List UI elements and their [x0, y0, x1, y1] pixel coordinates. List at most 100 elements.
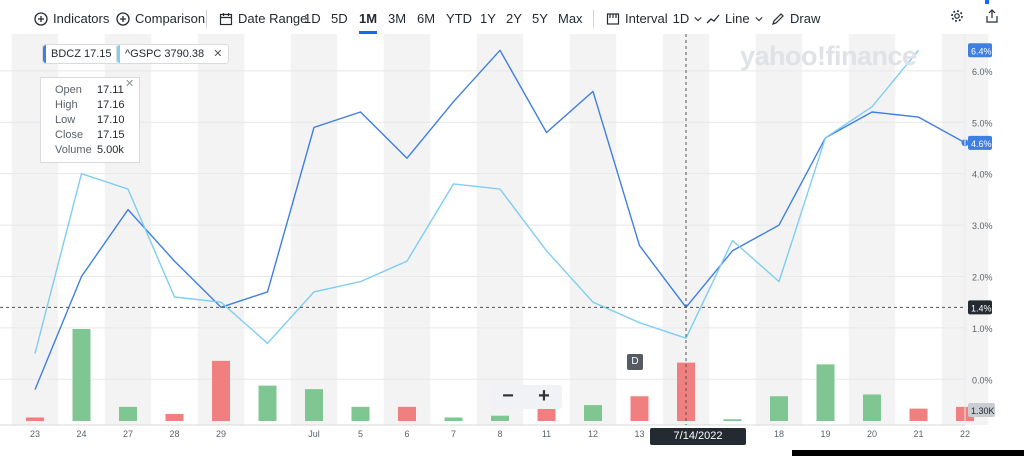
- draw-button[interactable]: Draw: [771, 9, 820, 29]
- range-1m[interactable]: 1M: [359, 9, 378, 34]
- interval-value: 1D: [672, 11, 690, 26]
- y-tick-label: 2.0%: [972, 272, 993, 282]
- day-band: [290, 34, 338, 425]
- legend-chip-bdcz[interactable]: BDCZ 17.15: [42, 44, 119, 64]
- x-tick-label: 12: [588, 429, 598, 439]
- line-chart-icon: [706, 14, 720, 24]
- y-axis-badge: 4.6%: [968, 135, 992, 150]
- range-ytd[interactable]: YTD: [446, 11, 472, 26]
- interval-dropdown[interactable]: Interval 1D: [606, 9, 702, 29]
- toolbar-divider: [593, 10, 594, 28]
- range-6m[interactable]: 6M: [417, 11, 436, 26]
- day-band: [197, 34, 245, 425]
- y-tick-label: 0.0%: [972, 375, 993, 385]
- y-axis-badge: 6.4%: [968, 43, 992, 58]
- x-tick-label: 5: [358, 429, 363, 439]
- yahoo-finance-watermark: yahoo!finance: [740, 41, 917, 71]
- x-tick-label: 24: [76, 429, 86, 439]
- zoom-out-button[interactable]: −: [502, 385, 514, 407]
- settings-button[interactable]: [950, 9, 964, 23]
- volume-bar: [119, 406, 137, 421]
- volume-bar: [444, 417, 463, 421]
- volume-bar: [816, 364, 835, 421]
- legend-symbol: BDCZ: [51, 48, 81, 60]
- x-tick-label: 11: [542, 429, 551, 439]
- range-1y[interactable]: 1Y: [480, 11, 496, 26]
- ohlc-label: Volume: [55, 144, 92, 156]
- y-tick-label: 5.0%: [972, 118, 993, 128]
- comparison-button[interactable]: Comparison: [116, 9, 205, 29]
- x-tick-label: 18: [774, 429, 784, 439]
- volume-bars: [26, 329, 974, 421]
- ohlc-tooltip: ✕ Open 17.11 High 17.16 Low 17.10 Close 17.1…: [40, 77, 140, 163]
- series-line-bdcz: [34, 49, 966, 390]
- chart-type-dropdown[interactable]: Line: [706, 9, 763, 29]
- weekday-bands: [11, 34, 989, 425]
- x-tick-label: 27: [123, 429, 133, 439]
- volume-bar: [398, 406, 416, 421]
- zoom-controls: − +: [490, 385, 562, 409]
- indicators-label: Indicators: [53, 11, 110, 26]
- range-2y[interactable]: 2Y: [506, 11, 522, 26]
- x-tick-label: 13: [634, 429, 644, 439]
- ohlc-value: 17.16: [97, 99, 125, 111]
- volume-bar: [537, 406, 556, 421]
- ohlc-value: 17.15: [97, 129, 125, 141]
- range-5y[interactable]: 5Y: [532, 11, 548, 26]
- x-tick-label: 8: [497, 429, 502, 439]
- dividend-badge[interactable]: D: [627, 354, 643, 370]
- zoom-in-button[interactable]: +: [538, 385, 550, 407]
- x-tick-label: 20: [867, 429, 877, 439]
- y-axis-badge-label: 6.4%: [971, 46, 992, 56]
- share-icon: [986, 9, 998, 23]
- ohlc-label: Low: [55, 114, 76, 126]
- x-tick-label: 19: [820, 429, 830, 439]
- day-band: [383, 34, 431, 425]
- x-tick-label: Jul: [308, 429, 320, 439]
- ohlc-label: Close: [55, 129, 84, 141]
- volume-bar: [863, 394, 881, 421]
- remove-comparison-icon[interactable]: ✕: [213, 48, 223, 60]
- x-tick-label: 21: [913, 429, 923, 439]
- crosshair-date-label: 7/14/2022: [650, 428, 746, 445]
- y-axis-badge: 1.4%: [968, 300, 992, 315]
- x-tick-label: 22: [960, 429, 970, 439]
- series-line-gspc: [34, 49, 920, 354]
- interval-icon: [606, 13, 620, 25]
- range-5d[interactable]: 5D: [331, 11, 348, 26]
- volume-bar: [258, 385, 277, 421]
- range-1d[interactable]: 1D: [304, 11, 321, 26]
- close-icon[interactable]: ✕: [125, 78, 135, 90]
- comparison-label: Comparison: [135, 11, 206, 26]
- y-axis-badge-label: 1.4%: [971, 303, 992, 313]
- volume-bar: [165, 413, 184, 421]
- chart-toolbar: Indicators Comparison Date Range 1D 5D 1…: [0, 0, 1024, 38]
- volume-bar: [630, 396, 649, 421]
- y-axis-badge-bg: [968, 43, 992, 58]
- indicators-button[interactable]: Indicators: [34, 9, 109, 29]
- crosshair: [0, 34, 965, 425]
- volume-axis-badge-bg: [968, 403, 995, 417]
- share-button[interactable]: [985, 9, 999, 23]
- draw-label: Draw: [790, 11, 821, 26]
- legend-value: 17.15: [84, 48, 112, 60]
- bottom-edge-strip: [792, 450, 1024, 456]
- y-tick-label: 4.0%: [972, 170, 993, 180]
- day-band: [476, 34, 524, 425]
- y-axis-badge-bg: [968, 135, 992, 150]
- volume-bar: [584, 405, 602, 421]
- volume-bar: [677, 362, 695, 421]
- x-tick-label: 23: [30, 429, 40, 439]
- plus-circle-icon: [34, 12, 48, 26]
- date-range-button[interactable]: Date Range: [219, 9, 307, 29]
- legend-chip-gspc[interactable]: ^GSPC 3790.38 ✕: [116, 44, 230, 64]
- toolbar-divider: [206, 10, 207, 28]
- volume-bar: [723, 419, 742, 421]
- range-3m[interactable]: 3M: [388, 11, 407, 26]
- volume-bar: [770, 396, 788, 421]
- day-band: [755, 34, 803, 425]
- gear-icon: [951, 10, 963, 22]
- x-tick-label: 29: [216, 429, 226, 439]
- volume-bar: [351, 406, 370, 421]
- range-max[interactable]: Max: [558, 11, 583, 26]
